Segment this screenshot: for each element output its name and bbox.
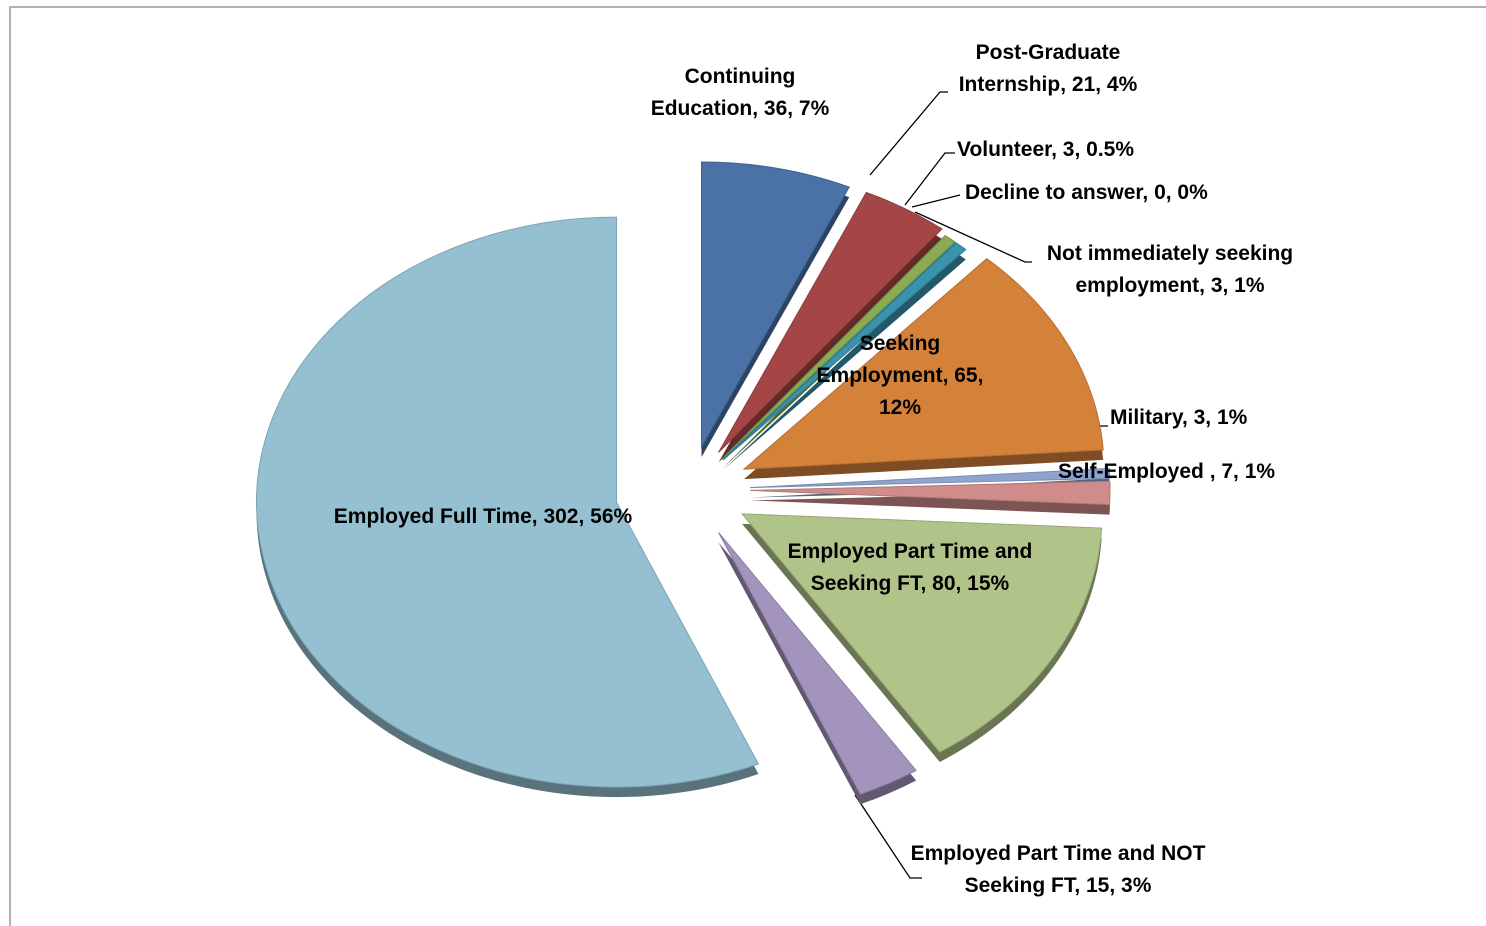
slice — [256, 216, 760, 788]
leader-line — [869, 91, 948, 176]
slice — [749, 480, 1111, 506]
leader-line — [911, 194, 961, 208]
data-label: Employed Full Time, 302, 56% — [333, 505, 633, 528]
data-label: Continuing Education, 36, 7% — [650, 65, 830, 120]
slice-side — [723, 252, 966, 470]
data-label: Post-Graduate Internship, 21, 4% — [958, 41, 1138, 96]
slice — [721, 234, 956, 460]
chart-border — [9, 6, 1486, 926]
data-label: Decline to answer, 0, 0% — [965, 181, 1208, 204]
slice — [740, 513, 1103, 753]
pie — [256, 161, 1111, 805]
leader-line — [904, 152, 955, 206]
data-label: Not immediately seeking employment, 3, 1… — [1046, 242, 1294, 297]
data-label: Seeking Employment, 65, 12% — [816, 332, 984, 419]
data-label: Employed Part Time and Seeking FT, 80, 1… — [787, 540, 1033, 595]
data-label: Self-Employed , 7, 1% — [1058, 460, 1276, 483]
slice — [749, 467, 1111, 489]
slice — [701, 161, 850, 449]
slice — [742, 258, 1104, 470]
slice — [722, 242, 967, 461]
slice — [717, 531, 917, 795]
data-label: Military, 3, 1% — [1110, 406, 1248, 429]
slice — [718, 191, 943, 453]
leader-line — [854, 794, 922, 879]
data-label: Employed Part Time and NOT Seeking FT, 1… — [910, 842, 1206, 897]
data-label: Volunteer, 3, 0.5% — [957, 138, 1135, 161]
leader-line — [914, 211, 1032, 263]
